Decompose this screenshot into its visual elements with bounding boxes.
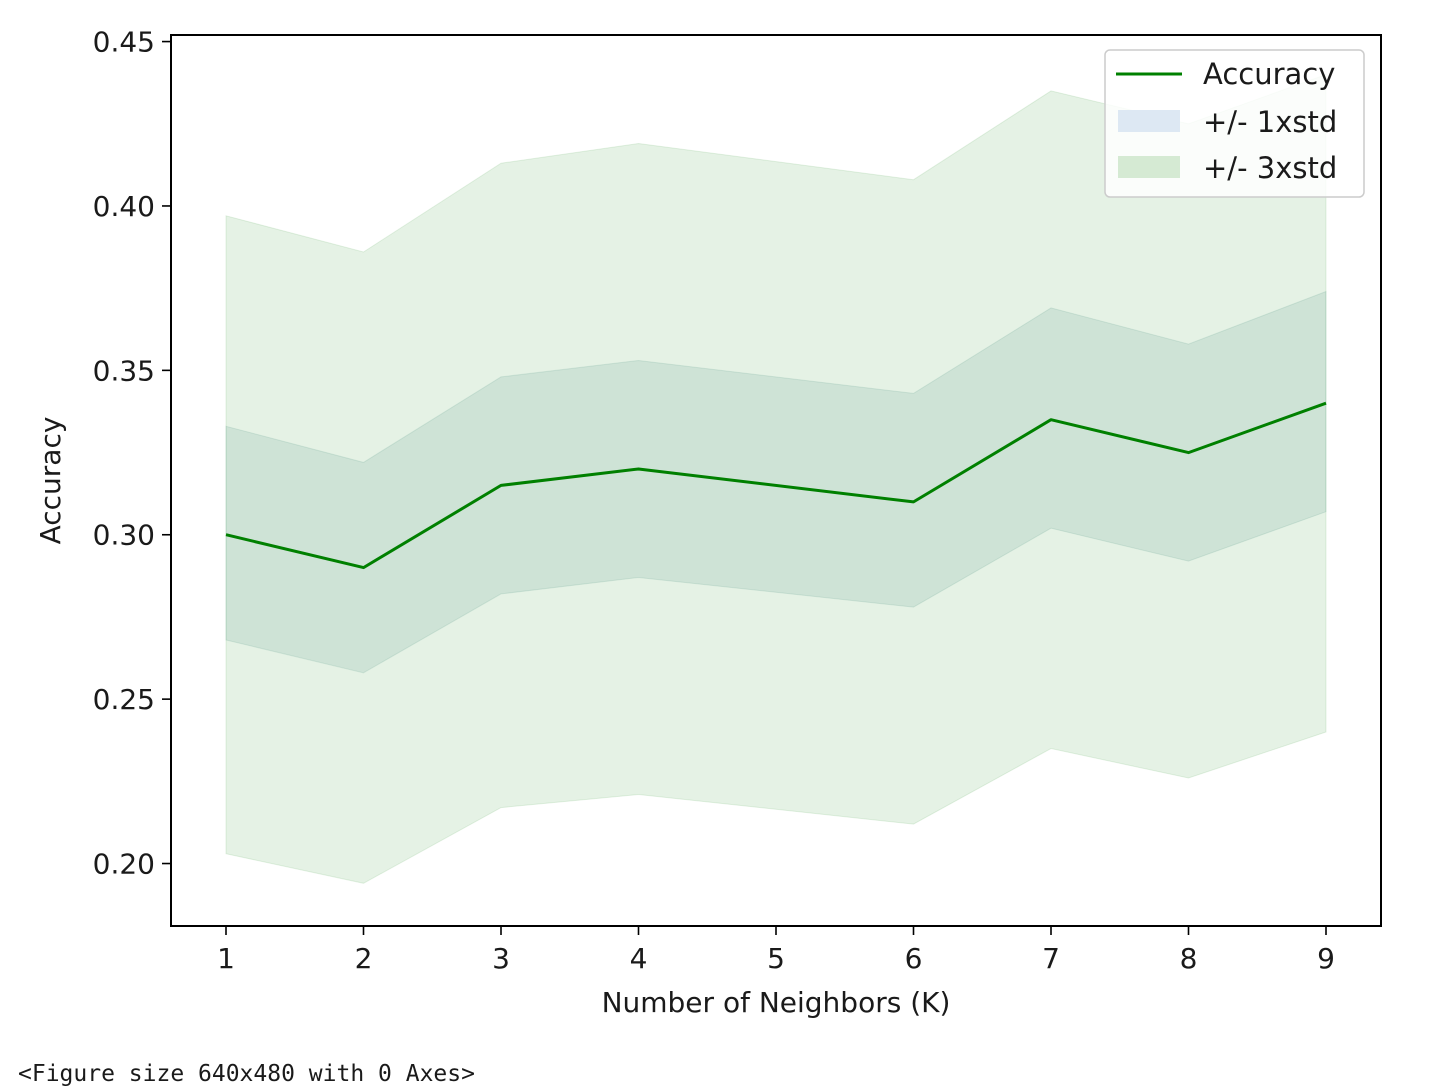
legend-label: Accuracy bbox=[1203, 57, 1335, 91]
legend-label: +/- 3xstd bbox=[1203, 151, 1337, 185]
x-tick-label: 6 bbox=[905, 942, 923, 975]
figure-caption: <Figure size 640x480 with 0 Axes> bbox=[18, 1061, 475, 1087]
x-tick-label: 9 bbox=[1317, 942, 1335, 975]
accuracy-line bbox=[225, 401, 1327, 570]
y-tick-label: 0.25 bbox=[93, 683, 155, 716]
band-1xstd bbox=[225, 290, 1327, 674]
legend: Accuracy +/- 1xstd +/- 3xstd bbox=[1104, 49, 1365, 198]
y-tick-label: 0.30 bbox=[93, 519, 155, 552]
x-tick-label: 8 bbox=[1180, 942, 1198, 975]
y-tick-label: 0.45 bbox=[93, 26, 155, 59]
x-tick-label: 3 bbox=[492, 942, 510, 975]
accuracy-chart: 1 2 3 4 5 6 7 8 9 0.20 0.25 0.30 0.35 0.40 0.45 Number … bbox=[34, 26, 1382, 1019]
y-tick-label: 0.35 bbox=[93, 354, 155, 387]
y-axis-label: Accuracy bbox=[34, 417, 67, 545]
legend-swatch-1xstd bbox=[1118, 110, 1180, 132]
x-tick-label: 1 bbox=[217, 942, 235, 975]
y-tick-label: 0.40 bbox=[93, 190, 155, 223]
x-axis-label: Number of Neighbors (K) bbox=[602, 986, 951, 1019]
y-tick-label: 0.20 bbox=[93, 848, 155, 881]
legend-label: +/- 1xstd bbox=[1203, 105, 1337, 139]
legend-swatch-3xstd bbox=[1118, 156, 1180, 178]
band-3xstd bbox=[225, 73, 1327, 884]
x-tick-label: 2 bbox=[355, 942, 373, 975]
x-tick-label: 4 bbox=[630, 942, 648, 975]
x-tick-label: 5 bbox=[767, 942, 785, 975]
x-tick-label: 7 bbox=[1042, 942, 1060, 975]
